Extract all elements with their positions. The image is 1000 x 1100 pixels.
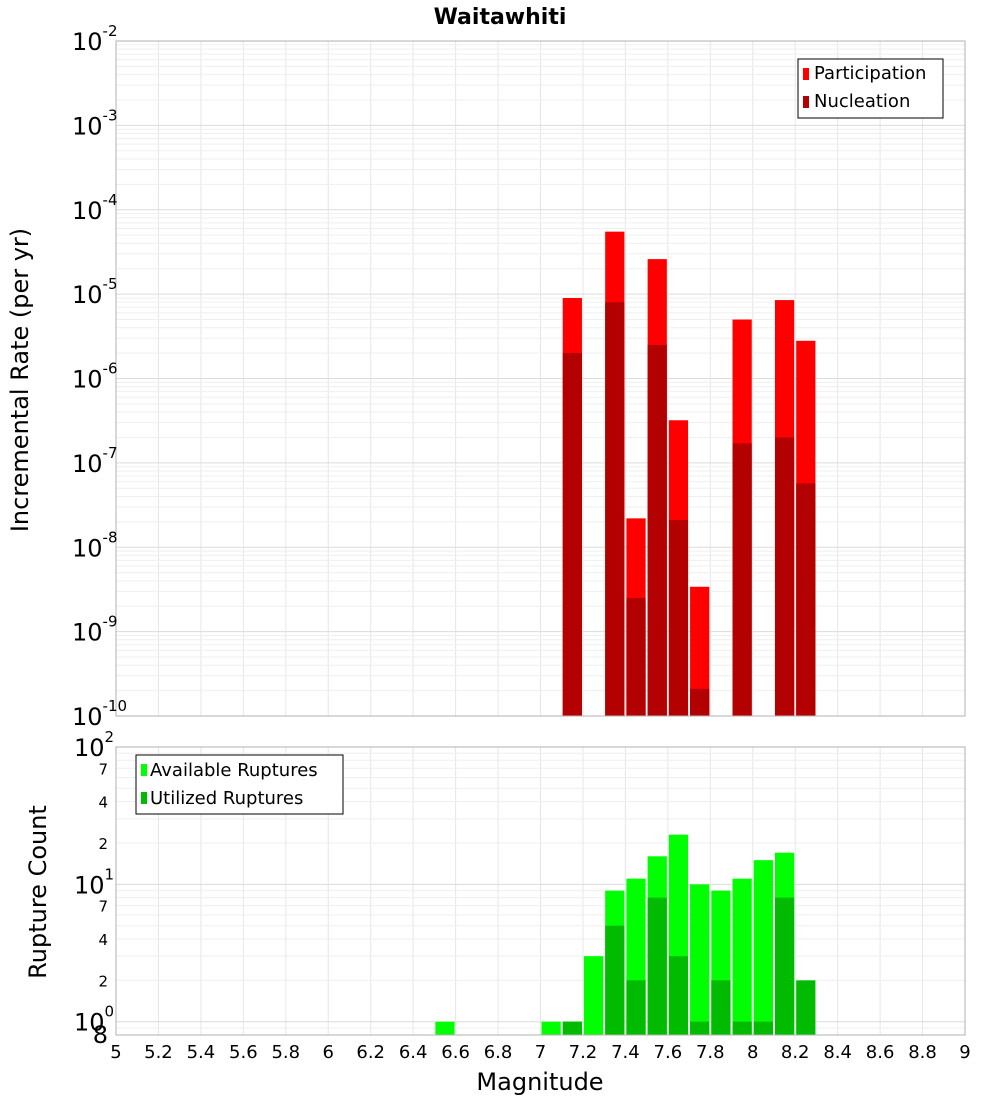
magnitude-tick-label: 7.4: [611, 1042, 640, 1063]
magnitude-tick-label: 9: [959, 1042, 970, 1063]
count-available-ruptures-bar: [690, 884, 710, 1035]
rate-nucleation-bar: [647, 344, 667, 716]
rate-nucleation-bar: [690, 688, 710, 716]
count-utilized-ruptures-bar: [711, 980, 731, 1035]
count-utilized-ruptures-bar: [626, 980, 646, 1035]
utilized-ruptures-legend-label: Utilized Ruptures: [150, 788, 303, 809]
nucleation-legend-label: Nucleation: [814, 91, 910, 112]
rate-nucleation-bar: [605, 302, 625, 716]
available-ruptures-swatch: [141, 764, 147, 776]
rate-bars: [562, 231, 816, 716]
rate-tick-label: 10-8: [72, 528, 118, 562]
magnitude-axis-label: Magnitude: [476, 1068, 603, 1096]
count-minor-tick-label: 4: [98, 931, 108, 949]
count-utilized-ruptures-bar: [732, 1021, 752, 1035]
count-minor-tick-label: 8: [93, 1021, 108, 1049]
count-available-ruptures-bar: [753, 860, 773, 1035]
count-utilized-ruptures-bar: [796, 980, 816, 1035]
magnitude-tick-label: 6: [323, 1042, 334, 1063]
magnitude-tick-label: 6.8: [484, 1042, 513, 1063]
magnitude-tick-label: 5.2: [144, 1042, 173, 1063]
rate-legend: Participation Nucleation: [797, 58, 944, 119]
rate-legend-box: [797, 58, 944, 119]
count-minor-tick-label: 2: [98, 835, 108, 853]
top-plot-border: [115, 40, 966, 717]
rupture-count-bars: [435, 834, 816, 1035]
count-utilized-ruptures-bar: [668, 956, 689, 1035]
count-utilized-ruptures-bar: [647, 897, 667, 1035]
rate-nucleation-bar: [796, 483, 816, 716]
count-available-ruptures-bar: [435, 1021, 455, 1035]
rate-tick-label: 10-3: [72, 106, 118, 140]
rate-tick-label: 10-2: [72, 22, 118, 56]
magnitude-tick-label: 7: [535, 1042, 546, 1063]
participation-legend-label: Participation: [814, 63, 926, 84]
count-available-ruptures-bar: [732, 878, 752, 1035]
count-minor-tick-label: 4: [98, 794, 108, 812]
magnitude-tick-label: 5: [110, 1042, 121, 1063]
magnitude-tick-label: 8.8: [908, 1042, 937, 1063]
rate-tick-label: 10-9: [72, 613, 118, 647]
count-major-tick-label: 101: [74, 865, 114, 899]
nucleation-swatch: [803, 96, 809, 108]
count-legend-box: [135, 754, 344, 815]
magnitude-tick-label: 6.6: [441, 1042, 470, 1063]
top-gridlines: [115, 41, 966, 717]
count-available-ruptures-bar: [583, 956, 604, 1035]
rate-axis-ticks: 10-10 10-9 10-8 10-7 10-6 10-5 10-4 10-3 10-2: [72, 22, 127, 731]
rate-tick-label: 10-6: [72, 360, 118, 394]
count-axis-label: Rupture Count: [24, 805, 52, 979]
magnitude-tick-label: 8.2: [781, 1042, 810, 1063]
count-legend: Available Ruptures Utilized Ruptures: [135, 754, 344, 815]
count-available-ruptures-bar: [541, 1021, 561, 1035]
count-minor-tick-label: 7: [98, 760, 108, 778]
bottom-plot: 100 101 102 8 2 4 7 2 4 7 5 5.2 5.4 5.6 5.8 6 6.2 6.4 6.6…: [24, 728, 971, 1096]
magnitude-tick-label: 8.4: [823, 1042, 852, 1063]
count-axis-ticks: 100 101 102 8 2 4 7 2 4 7: [74, 728, 114, 1049]
magnitude-tick-label: 7.6: [654, 1042, 683, 1063]
chart-title: Waitawhiti: [434, 5, 567, 30]
magnitude-tick-label: 5.4: [187, 1042, 216, 1063]
count-minor-tick-label: 2: [98, 972, 108, 990]
rate-nucleation-bar: [562, 353, 582, 716]
count-utilized-ruptures-bar: [562, 1021, 582, 1035]
count-minor-tick-label: 7: [98, 898, 108, 916]
magnitude-tick-label: 6.2: [356, 1042, 385, 1063]
rate-nucleation-bar: [668, 520, 689, 716]
magnitude-tick-label: 7.8: [696, 1042, 725, 1063]
magnitude-tick-label: 8: [747, 1042, 758, 1063]
magnitude-tick-label: 5.8: [271, 1042, 300, 1063]
rate-axis-label: Incremental Rate (per yr): [6, 228, 34, 532]
count-major-tick-label: 102: [74, 728, 114, 762]
rate-tick-label: 10-7: [72, 444, 118, 478]
rate-nucleation-bar: [732, 443, 752, 716]
magnitude-tick-label: 8.6: [866, 1042, 895, 1063]
rate-tick-label: 10-5: [72, 275, 118, 309]
magnitude-tick-label: 6.4: [399, 1042, 428, 1063]
rate-nucleation-bar: [774, 437, 795, 716]
magnitude-tick-label: 7.2: [569, 1042, 598, 1063]
participation-swatch: [803, 68, 809, 80]
count-utilized-ruptures-bar: [774, 897, 795, 1035]
rate-nucleation-bar: [626, 598, 646, 716]
count-utilized-ruptures-bar: [690, 1021, 710, 1035]
available-ruptures-legend-label: Available Ruptures: [150, 760, 318, 781]
utilized-ruptures-swatch: [141, 792, 147, 804]
rate-tick-label: 10-4: [72, 191, 118, 225]
magnitude-axis-ticks: 5 5.2 5.4 5.6 5.8 6 6.2 6.4 6.6 6.8 7 7.2 7.4 7.6 7.8 8…: [110, 1042, 970, 1063]
count-major-tick-label: 100: [74, 1003, 114, 1037]
magnitude-tick-label: 5.6: [229, 1042, 258, 1063]
rate-tick-label: 10-10: [72, 697, 127, 731]
top-plot: 10-10 10-9 10-8 10-7 10-6 10-5 10-4 10-3 10-2 In…: [6, 22, 966, 731]
count-utilized-ruptures-bar: [753, 1021, 773, 1035]
count-utilized-ruptures-bar: [605, 925, 625, 1035]
rate-participation-bar: [690, 586, 710, 716]
bottom-plot-border: [115, 746, 966, 1036]
